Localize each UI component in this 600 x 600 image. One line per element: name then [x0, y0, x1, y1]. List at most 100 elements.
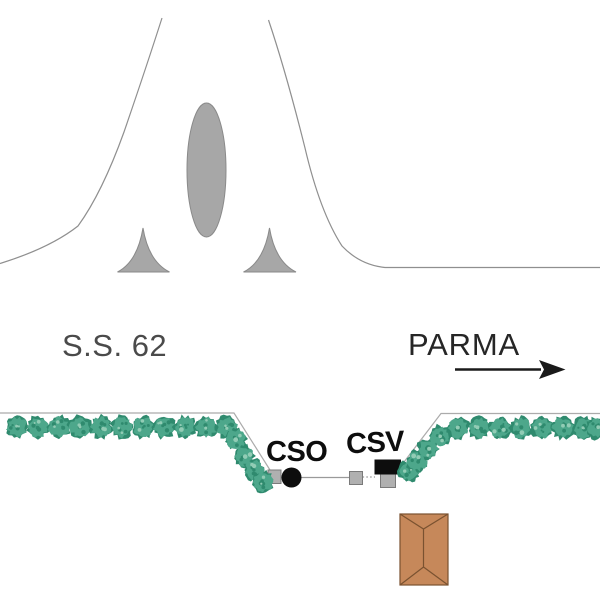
bush-speckle — [11, 424, 14, 427]
bush-speckle — [203, 423, 208, 428]
bush-speckle — [179, 427, 184, 432]
bush-speckle — [184, 426, 188, 429]
bush-speckle — [59, 419, 64, 424]
bush-speckle — [146, 424, 150, 427]
bush-speckle — [438, 434, 443, 439]
bush-speckle — [502, 423, 505, 425]
bush-speckle — [61, 425, 66, 430]
bush-speckle — [53, 425, 56, 428]
bush-speckle — [562, 428, 566, 433]
bush-speckle — [120, 431, 124, 435]
bush-speckle — [36, 419, 41, 424]
bush-speckle — [492, 429, 497, 434]
csv-base-box — [380, 473, 396, 488]
cso-label: CSO — [266, 436, 327, 468]
bush-speckle — [31, 423, 36, 428]
bush-icon — [551, 418, 574, 438]
right-triangle-marker — [243, 227, 297, 273]
bush-speckle — [166, 420, 171, 425]
bush-speckle — [519, 430, 525, 435]
bush-speckle — [515, 422, 519, 426]
bush-speckle — [475, 425, 480, 430]
bush-speckle — [261, 481, 266, 486]
cso-sensor-circle — [281, 467, 302, 488]
bush-speckle — [224, 424, 227, 428]
bush-speckle — [204, 430, 209, 435]
bush-speckle — [404, 472, 409, 478]
bush-speckle — [260, 482, 263, 485]
bush-icon — [111, 417, 133, 439]
bush-speckle — [591, 422, 595, 426]
csv-label: CSV — [345, 425, 406, 460]
bush-speckle — [577, 426, 580, 429]
bush-speckle — [439, 431, 444, 435]
bush-speckle — [205, 419, 208, 422]
bush-speckle — [561, 423, 565, 428]
bush-speckle — [408, 471, 411, 474]
hedge-line-right — [403, 412, 600, 463]
bush-speckle — [416, 455, 421, 460]
bush-speckle — [124, 421, 128, 425]
bush-speckle — [497, 428, 502, 433]
bush-speckle — [261, 475, 266, 479]
bush-icon — [531, 418, 552, 439]
destination-label: PARMA — [408, 327, 520, 362]
bush-speckle — [183, 423, 187, 427]
bush-speckle — [582, 427, 585, 430]
bush-speckle — [542, 430, 545, 433]
bush-speckle — [238, 433, 242, 438]
bush-speckle — [533, 426, 538, 430]
bush-speckle — [242, 454, 248, 459]
bush-speckle — [426, 453, 430, 457]
bush-speckle — [179, 424, 182, 427]
road-edge-left-curve — [0, 17, 163, 265]
bush-speckle — [137, 428, 142, 432]
bush-speckle — [427, 450, 432, 454]
bush-speckle — [480, 429, 484, 434]
bush-speckle — [101, 426, 105, 431]
bush-speckle — [566, 423, 571, 428]
bush-speckle — [251, 471, 256, 476]
bush-speckle — [596, 425, 600, 430]
csv-recorder-box — [374, 459, 401, 475]
bush-speckle — [187, 423, 189, 426]
bush-speckle — [56, 420, 60, 424]
bush-speckle — [501, 427, 506, 432]
bush-speckle — [164, 428, 170, 433]
bush-speckle — [416, 459, 421, 464]
bush-speckle — [140, 419, 145, 423]
bush-speckle — [9, 426, 13, 430]
bush-speckle — [538, 422, 542, 426]
bush-speckle — [597, 423, 600, 426]
bush-speckle — [123, 429, 128, 434]
bush-speckle — [80, 421, 86, 426]
bush-speckle — [513, 430, 519, 436]
bush-speckle — [81, 429, 86, 435]
bush-speckle — [409, 468, 413, 471]
hedge-bushes — [6, 413, 600, 494]
bush-icon — [587, 418, 600, 438]
bush-speckle — [35, 425, 40, 430]
bush-speckle — [77, 423, 81, 427]
bush-speckle — [261, 485, 266, 490]
bush-icon — [488, 417, 512, 440]
bush-speckle — [120, 422, 124, 425]
bush-speckle — [410, 458, 414, 463]
bush-speckle — [427, 446, 432, 451]
bush-speckle — [225, 426, 229, 430]
center-ellipse-marker — [186, 102, 227, 238]
bush-speckle — [204, 426, 208, 430]
bush-speckle — [411, 453, 417, 459]
road-label: S.S. 62 — [62, 328, 167, 363]
bush-speckle — [159, 421, 163, 425]
bush-speckle — [542, 423, 546, 427]
hedge-line-left — [0, 412, 271, 471]
bush-speckle — [17, 425, 20, 428]
bush-speckle — [540, 429, 543, 432]
left-triangle-marker — [117, 227, 170, 273]
bush-speckle — [455, 426, 459, 430]
bush-speckle — [162, 422, 167, 427]
bush-speckle — [440, 438, 444, 443]
